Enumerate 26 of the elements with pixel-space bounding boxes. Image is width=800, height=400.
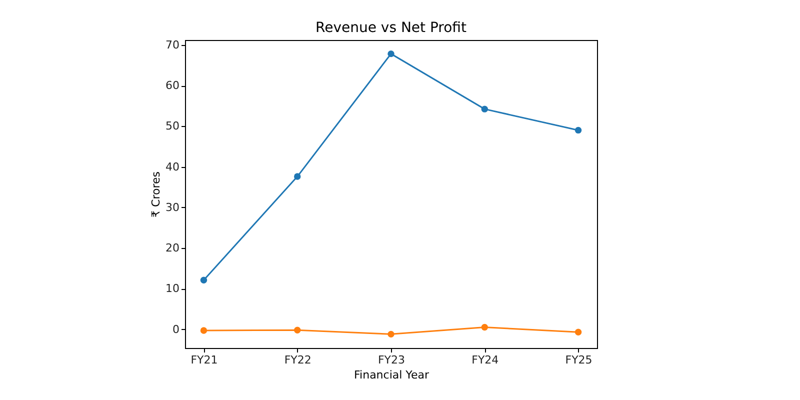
point (200, 327, 208, 334)
point (200, 276, 208, 284)
y-tick-label: 40 (166, 160, 180, 174)
chart-title: Revenue vs Net Profit (316, 20, 468, 36)
point (388, 330, 394, 338)
x-tick-label: FY21 (190, 354, 218, 366)
point (481, 324, 488, 331)
y-tick-label: 60 (166, 79, 180, 92)
x-tick-label: FY22 (284, 354, 312, 366)
y-tick-label: 30 (166, 200, 180, 214)
point (294, 173, 301, 180)
point (388, 50, 394, 58)
y-tick-label: 20 (166, 242, 180, 255)
x-tick-label: FY24 (472, 354, 499, 366)
x-axis-title: Financial Year (354, 368, 430, 382)
point (574, 126, 582, 134)
x-tick-label: FY23 (378, 354, 406, 366)
x-tick-label: FY25 (565, 354, 592, 366)
y-tick-label: 10 (166, 282, 180, 296)
point (574, 328, 582, 336)
point (481, 106, 488, 112)
y-tick-label: 0 (172, 322, 180, 336)
y-axis-title: ₹ Crores (150, 171, 163, 218)
y-tick-label: 70 (166, 38, 180, 52)
y-tick-label: 50 (166, 120, 180, 133)
point (294, 326, 301, 334)
